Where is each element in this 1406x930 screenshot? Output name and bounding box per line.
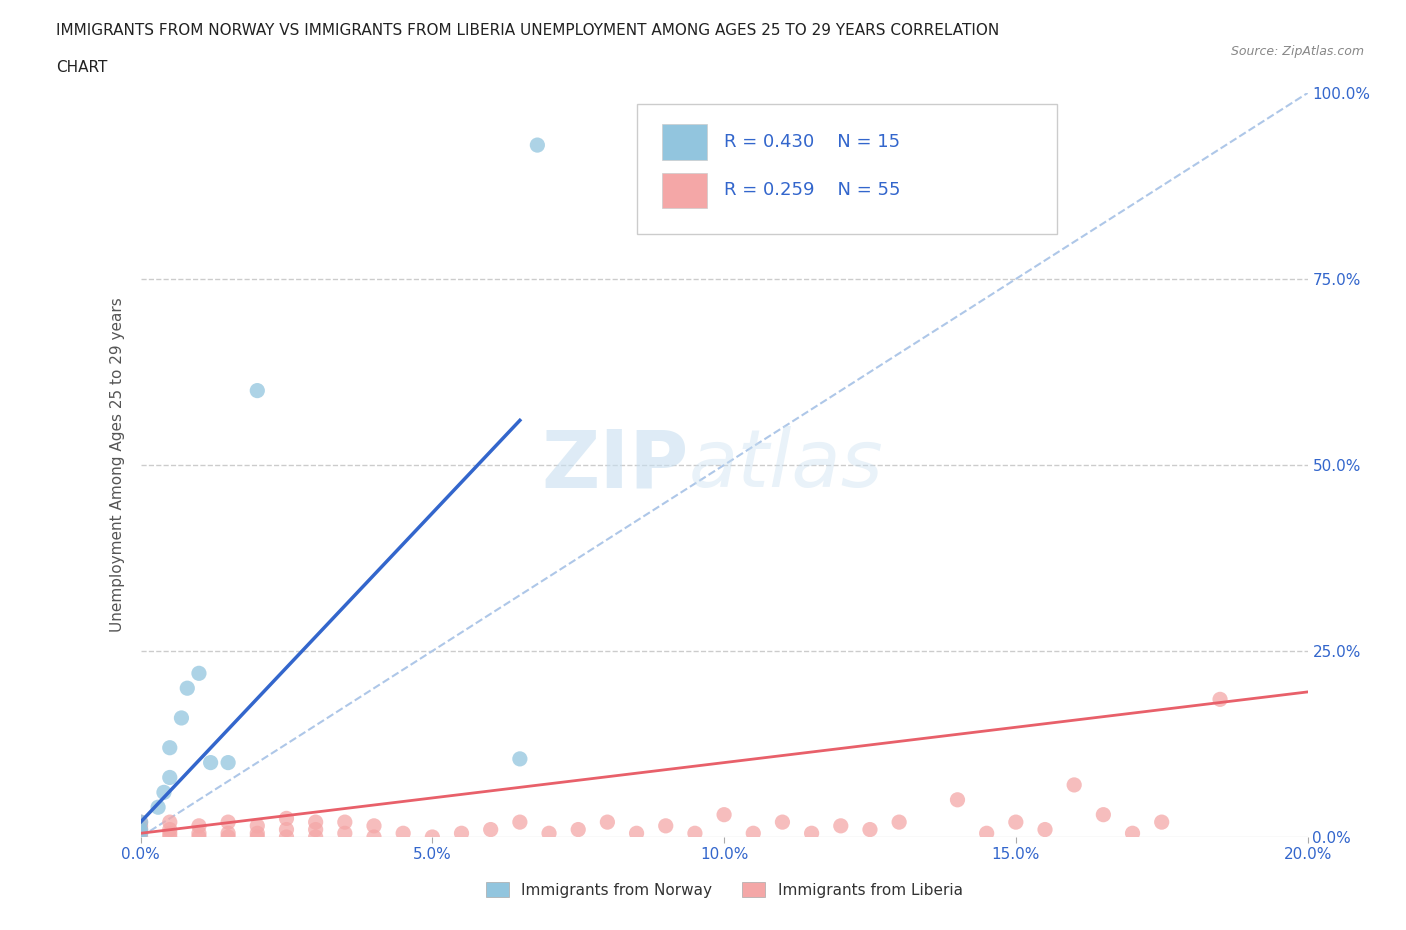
- Point: [479, 822, 502, 837]
- Point: [830, 818, 852, 833]
- Point: [526, 138, 548, 153]
- Point: [276, 811, 298, 826]
- Point: [170, 711, 193, 725]
- Point: [159, 826, 181, 841]
- Point: [800, 826, 823, 841]
- Point: [129, 826, 152, 841]
- Point: [217, 826, 239, 841]
- Text: atlas: atlas: [689, 426, 884, 504]
- Point: [742, 826, 765, 841]
- Point: [626, 826, 648, 841]
- Point: [217, 830, 239, 844]
- Point: [713, 807, 735, 822]
- Point: [129, 822, 152, 837]
- Point: [200, 755, 222, 770]
- Point: [1150, 815, 1173, 830]
- Text: IMMIGRANTS FROM NORWAY VS IMMIGRANTS FROM LIBERIA UNEMPLOYMENT AMONG AGES 25 TO : IMMIGRANTS FROM NORWAY VS IMMIGRANTS FRO…: [56, 23, 1000, 38]
- Point: [276, 822, 298, 837]
- Text: R = 0.259    N = 55: R = 0.259 N = 55: [724, 181, 901, 199]
- Point: [176, 681, 198, 696]
- Point: [976, 826, 998, 841]
- Point: [333, 826, 356, 841]
- Point: [129, 815, 152, 830]
- Point: [509, 751, 531, 766]
- Point: [188, 666, 211, 681]
- Point: [159, 815, 181, 830]
- Point: [159, 830, 181, 844]
- Point: [363, 830, 385, 844]
- Point: [1209, 692, 1232, 707]
- Legend: Immigrants from Norway, Immigrants from Liberia: Immigrants from Norway, Immigrants from …: [479, 875, 969, 904]
- Point: [363, 818, 385, 833]
- Point: [596, 815, 619, 830]
- FancyBboxPatch shape: [662, 125, 707, 160]
- Point: [509, 815, 531, 830]
- Point: [1122, 826, 1144, 841]
- Point: [1005, 815, 1028, 830]
- Point: [946, 792, 969, 807]
- Text: Source: ZipAtlas.com: Source: ZipAtlas.com: [1230, 45, 1364, 58]
- Point: [305, 815, 328, 830]
- Point: [159, 770, 181, 785]
- Point: [305, 822, 328, 837]
- FancyBboxPatch shape: [662, 173, 707, 208]
- Point: [889, 815, 911, 830]
- Point: [129, 818, 152, 833]
- Point: [217, 755, 239, 770]
- Point: [153, 785, 176, 800]
- Text: CHART: CHART: [56, 60, 108, 75]
- Point: [246, 826, 269, 841]
- Point: [246, 830, 269, 844]
- Point: [1063, 777, 1085, 792]
- Text: R = 0.430    N = 15: R = 0.430 N = 15: [724, 133, 900, 151]
- Point: [159, 822, 181, 837]
- Point: [1033, 822, 1056, 837]
- Point: [1092, 807, 1115, 822]
- Point: [655, 818, 678, 833]
- Point: [450, 826, 472, 841]
- Point: [567, 822, 589, 837]
- Point: [246, 383, 269, 398]
- Point: [188, 830, 211, 844]
- Point: [422, 830, 444, 844]
- Point: [146, 800, 169, 815]
- Point: [276, 830, 298, 844]
- Point: [246, 818, 269, 833]
- Point: [538, 826, 561, 841]
- Point: [129, 815, 152, 830]
- Point: [772, 815, 794, 830]
- Point: [159, 740, 181, 755]
- Point: [683, 826, 706, 841]
- FancyBboxPatch shape: [637, 104, 1057, 234]
- Point: [305, 830, 328, 844]
- Point: [188, 818, 211, 833]
- Point: [217, 815, 239, 830]
- Text: ZIP: ZIP: [541, 426, 689, 504]
- Y-axis label: Unemployment Among Ages 25 to 29 years: Unemployment Among Ages 25 to 29 years: [110, 298, 125, 632]
- Point: [188, 826, 211, 841]
- Point: [129, 830, 152, 844]
- Point: [129, 826, 152, 841]
- Point: [859, 822, 882, 837]
- Point: [392, 826, 415, 841]
- Point: [129, 822, 152, 837]
- Point: [333, 815, 356, 830]
